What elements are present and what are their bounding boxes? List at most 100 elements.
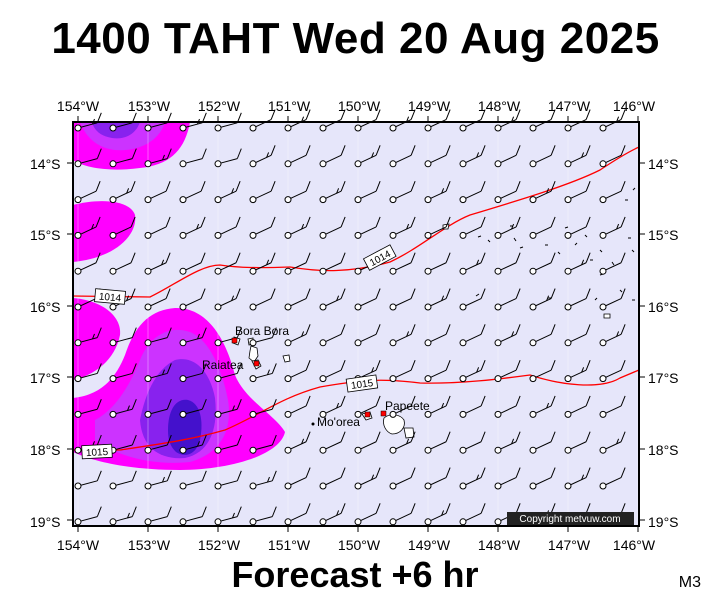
wind-barb — [179, 327, 207, 347]
lat-label: 19°S — [30, 514, 61, 530]
wind-barb — [424, 252, 451, 275]
wind-barb — [284, 431, 311, 454]
wind-barb — [179, 363, 207, 383]
wind-barb — [179, 434, 207, 454]
wind-barb — [179, 288, 206, 311]
wind-barb — [389, 324, 416, 347]
wind-barb — [599, 431, 626, 454]
lon-label: 147°W — [548, 98, 591, 114]
wind-barb — [494, 288, 521, 311]
wind-barb — [74, 252, 101, 275]
wind-barb — [284, 252, 311, 275]
wind-barb — [564, 252, 591, 275]
wind-barb — [494, 359, 521, 383]
place-moorea: Mo'orea — [317, 411, 371, 429]
wind-barb — [389, 503, 416, 526]
wind-barb — [389, 216, 416, 239]
wind-barb — [354, 324, 381, 347]
lon-labels-top: 154°W 153°W 152°W 151°W 150°W 149°W 148°… — [57, 98, 656, 114]
wind-barb — [214, 288, 241, 311]
axis-ticks — [67, 116, 645, 532]
wind-barb — [424, 503, 451, 526]
wind-barbs — [74, 109, 626, 526]
lat-label: 15°S — [648, 227, 679, 243]
lat-label: 18°S — [648, 442, 679, 458]
lon-label: 149°W — [408, 98, 451, 114]
lat-label: 16°S — [30, 299, 61, 315]
wind-barb — [354, 145, 381, 168]
lon-label: 150°W — [338, 537, 381, 553]
lon-label: 152°W — [198, 98, 241, 114]
wind-barb — [424, 431, 451, 454]
wind-barb — [459, 145, 486, 168]
wind-barb — [564, 145, 591, 168]
wind-barb — [249, 506, 277, 526]
isobar-label: 1015 — [345, 374, 379, 393]
lat-labels-left: 14°S 15°S 16°S 17°S 18°S 19°S — [30, 156, 61, 530]
place-papeete: Papeete — [380, 399, 430, 417]
wind-barb — [284, 503, 311, 526]
wind-barb — [319, 180, 346, 204]
wind-barb — [249, 109, 276, 132]
lat-label: 14°S — [648, 156, 679, 172]
wind-barb — [599, 145, 626, 168]
wind-barb — [144, 180, 171, 204]
wind-barb — [144, 363, 172, 383]
wind-barb — [354, 216, 381, 239]
place-bora-bora: Bora Bora — [231, 324, 289, 344]
wind-barb — [389, 109, 416, 132]
wind-barb — [529, 395, 556, 418]
wind-barb — [74, 180, 101, 204]
wind-barb — [354, 288, 381, 311]
svg-text:Raiatea: Raiatea — [202, 358, 244, 372]
wind-barb — [319, 431, 346, 454]
wind-barb — [284, 395, 311, 418]
wind-barb — [354, 180, 381, 204]
svg-text:1015: 1015 — [86, 447, 109, 459]
wind-barb — [144, 470, 172, 490]
wind-barb — [249, 399, 277, 418]
forecast-subtitle: Forecast +6 hr — [231, 554, 479, 595]
rain-area-west — [73, 201, 136, 380]
wind-barb — [74, 506, 102, 526]
lon-labels-bottom: 154°W 153°W 152°W 151°W 150°W 149°W 148°… — [57, 537, 656, 553]
wind-barb — [354, 503, 381, 526]
wind-barb — [564, 395, 591, 418]
wind-barb — [214, 148, 242, 168]
wind-barb — [144, 506, 172, 526]
wind-barb — [389, 431, 416, 454]
wind-barb — [424, 109, 451, 132]
wind-barb — [319, 288, 346, 311]
wind-barb — [249, 470, 277, 490]
wind-barb — [424, 180, 451, 204]
model-code: M3 — [678, 574, 701, 591]
wind-barb — [109, 148, 137, 168]
isobar-label: 1014 — [94, 288, 126, 305]
wind-barb — [284, 145, 311, 168]
wind-barb — [424, 467, 451, 490]
wind-barb — [564, 324, 591, 347]
wind-barb — [494, 324, 521, 347]
wind-barb — [249, 216, 276, 239]
svg-text:Copyright metvuw.com: Copyright metvuw.com — [519, 514, 620, 525]
wind-barb — [459, 216, 486, 239]
lon-label: 153°W — [128, 537, 171, 553]
wind-barb — [529, 109, 556, 132]
wind-barb — [109, 506, 137, 526]
wind-barb — [144, 112, 172, 132]
svg-text:1014: 1014 — [98, 292, 122, 305]
rain-area-northwest — [73, 122, 190, 170]
lat-label: 14°S — [30, 156, 61, 172]
lon-label: 147°W — [548, 537, 591, 553]
wind-barb — [144, 216, 171, 239]
wind-barb — [284, 288, 311, 311]
wind-barb — [319, 109, 346, 132]
wind-barb — [389, 359, 416, 383]
wind-barb — [144, 434, 172, 454]
wind-barb — [319, 359, 346, 383]
wind-barb — [599, 180, 626, 204]
lat-label: 18°S — [30, 442, 61, 458]
wind-barb — [214, 470, 242, 490]
wind-barb — [494, 109, 521, 132]
wind-barb — [179, 180, 206, 204]
